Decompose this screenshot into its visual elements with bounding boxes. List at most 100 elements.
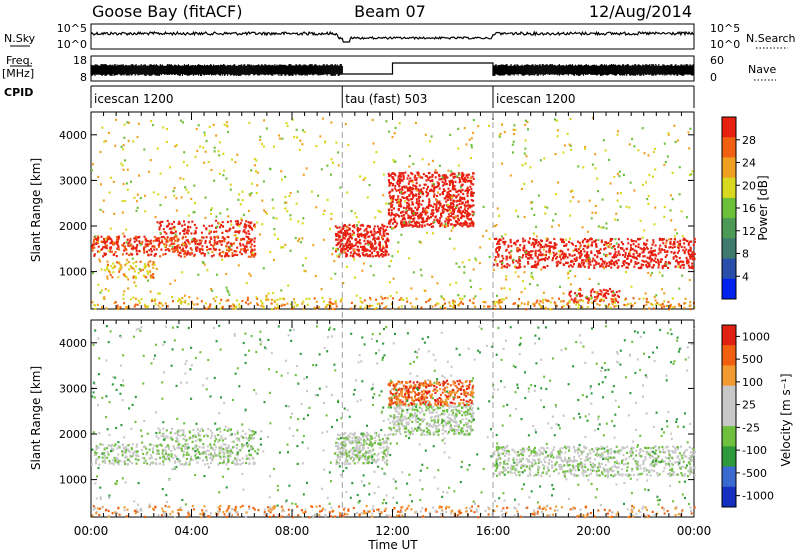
heatmap-cell (219, 445, 222, 448)
heatmap-cell (366, 461, 369, 465)
heatmap-cell (152, 276, 155, 279)
heatmap-cell (239, 222, 242, 225)
heatmap-cell (193, 237, 196, 240)
heatmap-cell (382, 225, 385, 228)
heatmap-cell (603, 293, 606, 296)
heatmap-cell (659, 244, 662, 247)
heatmap-cell (175, 144, 178, 147)
heatmap-cell (577, 301, 580, 304)
heatmap-cell (518, 304, 521, 307)
heatmap-cell (182, 429, 185, 432)
heatmap-cell (464, 189, 467, 192)
heatmap-cell (412, 196, 415, 199)
heatmap-cell (175, 436, 178, 439)
heatmap-cell (186, 457, 189, 460)
heatmap-cell (412, 214, 415, 217)
heatmap-cell (685, 248, 688, 251)
heatmap-cell (432, 190, 435, 193)
heatmap-cell (582, 239, 585, 242)
heatmap-cell (507, 244, 510, 247)
heatmap-cell (661, 267, 664, 270)
heatmap-cell (375, 246, 378, 249)
heatmap-cell (101, 247, 104, 251)
heatmap-cell (534, 238, 537, 242)
heatmap-cell (452, 301, 455, 304)
heatmap-cell (411, 225, 414, 228)
heatmap-cell (661, 239, 664, 242)
heatmap-cell (191, 447, 194, 450)
heatmap-cell (215, 446, 218, 449)
heatmap-cell (374, 239, 377, 242)
heatmap-cell (245, 282, 248, 285)
heatmap-cell (189, 226, 192, 229)
heatmap-cell (112, 243, 115, 246)
heatmap-cell (184, 434, 187, 437)
heatmap-cell (419, 268, 422, 271)
heatmap-cell (177, 440, 180, 443)
heatmap-cell (614, 251, 617, 254)
heatmap-cell (184, 443, 187, 446)
heatmap-cell (111, 267, 114, 270)
heatmap-cell (651, 271, 654, 275)
heatmap-cell (99, 150, 102, 154)
heatmap-cell (408, 180, 411, 183)
heatmap-cell (604, 294, 607, 298)
heatmap-cell (125, 248, 128, 252)
heatmap-cell (273, 228, 276, 231)
heatmap-cell (176, 237, 179, 240)
heatmap-cell (426, 188, 429, 191)
heatmap-cell (528, 241, 531, 244)
heatmap-cell (544, 259, 547, 262)
heatmap-cell (193, 253, 196, 256)
heatmap-cell (392, 177, 395, 180)
heatmap-cell (181, 433, 184, 436)
heatmap-cell (419, 195, 422, 198)
heatmap-cell (681, 274, 684, 277)
heatmap-cell (191, 240, 194, 243)
heatmap-cell (238, 230, 241, 233)
heatmap-cell (411, 191, 414, 194)
heatmap-cell (529, 201, 532, 204)
nave-label: Nave (748, 63, 776, 76)
heatmap-cell (548, 248, 551, 251)
heatmap-cell (402, 210, 405, 213)
heatmap-cell (91, 243, 94, 246)
heatmap-cell (676, 232, 679, 235)
heatmap-cell (173, 220, 176, 223)
heatmap-cell (613, 218, 616, 221)
heatmap-cell (103, 448, 106, 451)
heatmap-cell (584, 238, 587, 241)
heatmap-cell (423, 220, 426, 223)
heatmap-cell (291, 307, 294, 311)
heatmap-cell (611, 302, 614, 305)
heatmap-cell (598, 293, 601, 296)
heatmap-cell (384, 249, 387, 253)
heatmap-cell (138, 241, 141, 244)
heatmap-cell (212, 254, 215, 257)
heatmap-cell (654, 253, 657, 256)
heatmap-cell (150, 250, 153, 253)
heatmap-cell (419, 216, 422, 219)
heatmap-cell (218, 446, 221, 449)
heatmap-cell (209, 248, 212, 251)
heatmap-cell (452, 176, 455, 179)
heatmap-cell (306, 303, 309, 306)
heatmap-cell (528, 257, 531, 260)
heatmap-cell (238, 439, 241, 442)
heatmap-cell (170, 230, 173, 233)
heatmap-cell (501, 261, 504, 264)
heatmap-cell (183, 228, 186, 231)
heatmap-cell (575, 256, 578, 259)
heatmap-cell (110, 239, 113, 242)
heatmap-cell (238, 303, 241, 306)
heatmap-cell (146, 244, 149, 247)
heatmap-cell (605, 291, 608, 295)
heatmap-cell (370, 231, 373, 234)
heatmap-cell (206, 269, 209, 272)
heatmap-cell (373, 247, 376, 250)
heatmap-cell (227, 460, 230, 463)
heatmap-cell (436, 200, 439, 203)
heatmap-cell (238, 459, 241, 462)
heatmap-cell (330, 217, 333, 220)
heatmap-cell (612, 300, 615, 304)
